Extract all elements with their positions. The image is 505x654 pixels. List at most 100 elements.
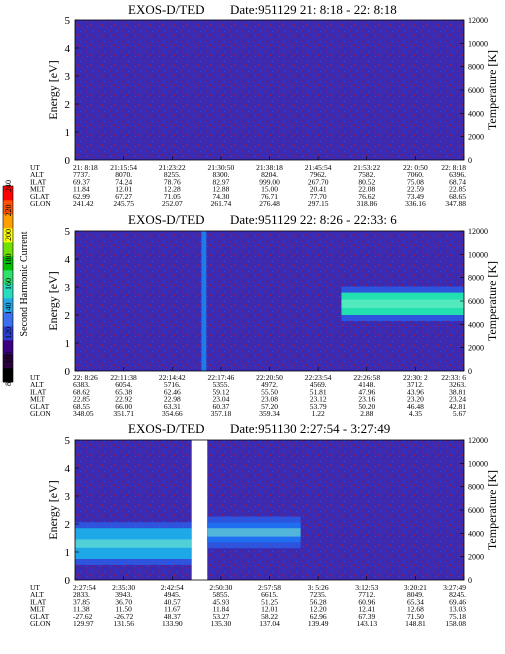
y-tick-label-left: 0 (65, 366, 71, 378)
table-cell: 22:23:54 (305, 373, 332, 382)
table-cell: 38.81 (449, 387, 466, 396)
table-cell: 135.30 (211, 619, 232, 628)
table-row-label: UT (30, 583, 40, 592)
table-cell: 77.70 (310, 192, 327, 201)
y-tick-label-left: 4 (65, 463, 71, 475)
y-axis-label-right: Temperature [K] (485, 470, 499, 550)
table-cell: 73.49 (407, 192, 424, 201)
table-cell: 11.38 (73, 605, 90, 614)
y-axis-label-left: Energy [eV] (46, 60, 60, 119)
table-cell: 143.13 (356, 619, 377, 628)
y-tick-label-left: 0 (65, 155, 71, 167)
panel-date: Date:951129 21: 8:18 - 22: 8:18 (230, 2, 397, 17)
table-cell: 5855. (212, 590, 229, 599)
y-tick-label-right: 8000 (468, 63, 484, 72)
table-cell: 7737. (73, 170, 90, 179)
table-cell: 8049. (407, 590, 424, 599)
table-cell: 7235. (310, 590, 327, 599)
table-cell: 11.50 (115, 605, 132, 614)
table-cell: 76.62 (358, 192, 375, 201)
table-row-label: GLON (30, 619, 51, 628)
table-cell: 23.24 (449, 395, 466, 404)
table-cell: 261.74 (211, 199, 232, 208)
table-cell: 11.67 (164, 605, 181, 614)
y-tick-label-right: 2000 (468, 553, 484, 562)
table-row-label: ALT (30, 590, 44, 599)
table-cell: 40.57 (164, 597, 181, 606)
table-cell: 359.34 (259, 409, 280, 418)
colorbar-segment (3, 298, 13, 313)
table-cell: 22: 0:50 (403, 163, 428, 172)
energy-band-core (341, 299, 464, 308)
table-cell: 276.48 (259, 199, 280, 208)
y-tick-label-right: 4000 (468, 109, 484, 118)
colorbar-tick-label: 120 (4, 327, 13, 339)
table-cell: 8245. (449, 590, 466, 599)
y-tick-label-left: 3 (65, 282, 71, 294)
y-tick-label-left: 2 (65, 310, 71, 322)
y-tick-label-left: 1 (65, 547, 71, 559)
table-cell: -27.62 (73, 612, 93, 621)
y-tick-label-right: 10000 (468, 250, 488, 259)
colorbar-tick-label: 180 (4, 254, 13, 266)
table-cell: 22.92 (115, 395, 132, 404)
y-tick-label-left: 2 (65, 99, 71, 111)
table-cell: 71.05 (164, 192, 181, 201)
table-cell: 7962. (310, 170, 327, 179)
y-tick-label-right: 4000 (468, 320, 484, 329)
colorbar-segment (3, 340, 13, 355)
table-cell: 21:53:22 (353, 163, 380, 172)
colorbar-label: Second Harmonic Current (19, 231, 30, 336)
colorbar-segment (3, 186, 13, 201)
table-cell: 3712. (407, 380, 424, 389)
table-cell: 47.96 (358, 387, 375, 396)
table-cell: 4148. (358, 380, 375, 389)
table-cell: 6396. (449, 170, 466, 179)
colorbar-segment (3, 228, 13, 243)
table-row-label: MLT (30, 185, 46, 194)
y-tick-label-left: 1 (65, 127, 71, 139)
colorbar-segment (3, 200, 13, 215)
table-cell: 22:26:58 (353, 373, 380, 382)
y-tick-label-right: 12000 (468, 16, 488, 25)
table-cell: 2:50:30 (209, 583, 232, 592)
colorbar-segment (3, 368, 13, 383)
table-cell: 2:35:30 (112, 583, 135, 592)
table-cell: 60.96 (358, 597, 375, 606)
table-cell: 75.18 (449, 612, 466, 621)
table-cell: 78.76 (164, 177, 181, 186)
table-cell: 21:15:54 (110, 163, 137, 172)
table-cell: 55.50 (261, 387, 278, 396)
energy-band-core (75, 539, 192, 548)
table-row-label: UT (30, 373, 40, 382)
colorbar-tick-label: 220 (4, 205, 13, 217)
table-row-label: ILAT (30, 597, 47, 606)
table-cell: 999.00 (259, 177, 280, 186)
table-cell: 23.04 (212, 395, 229, 404)
table-cell: 241.42 (73, 199, 94, 208)
y-tick-label-right: 6000 (468, 86, 484, 95)
table-row-label: GLON (30, 409, 51, 418)
table-cell: 74.24 (115, 177, 132, 186)
table-row-label: GLAT (30, 192, 50, 201)
table-cell: 348.05 (73, 409, 94, 418)
table-cell: 357.18 (211, 409, 232, 418)
table-cell: 45.93 (212, 597, 229, 606)
table-cell: 351.71 (113, 409, 134, 418)
table-cell: 22: 8:26 (73, 373, 98, 382)
colorbar-segment (3, 242, 13, 257)
colorbar-segment (3, 326, 13, 341)
y-tick-label-left: 4 (65, 43, 71, 55)
table-cell: 53.79 (310, 402, 327, 411)
y-tick-label-right: 0 (468, 576, 472, 585)
table-cell: 8255. (164, 170, 181, 179)
table-cell: 65.34 (407, 597, 424, 606)
table-cell: 11.84 (73, 185, 90, 194)
table-cell: 82.97 (212, 177, 229, 186)
table-cell: 158.08 (445, 619, 466, 628)
table-cell: 21:38:18 (256, 163, 283, 172)
table-cell: 6054. (115, 380, 132, 389)
table-cell: 68.65 (449, 192, 466, 201)
table-cell: 137.04 (259, 619, 280, 628)
